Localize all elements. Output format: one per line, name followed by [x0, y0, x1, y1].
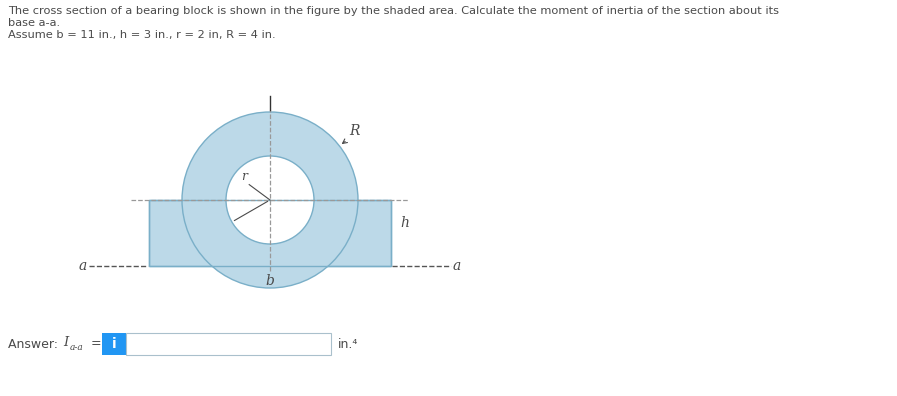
FancyBboxPatch shape — [102, 333, 126, 355]
Text: r: r — [241, 169, 248, 183]
Circle shape — [226, 156, 314, 244]
Circle shape — [182, 112, 358, 288]
Text: a: a — [453, 259, 461, 273]
FancyBboxPatch shape — [126, 333, 331, 355]
Bar — [149, 200, 391, 266]
Text: a-a: a-a — [70, 343, 83, 352]
Text: The cross section of a bearing block is shown in the figure by the shaded area. : The cross section of a bearing block is … — [8, 6, 779, 16]
Text: Assume b = 11 in., h = 3 in., r = 2 in, R = 4 in.: Assume b = 11 in., h = 3 in., r = 2 in, … — [8, 30, 275, 40]
Bar — [149, 200, 391, 266]
Text: b: b — [266, 274, 274, 288]
Text: I: I — [63, 337, 68, 350]
Text: in.⁴: in.⁴ — [338, 337, 359, 350]
Text: a: a — [79, 259, 87, 273]
Text: R: R — [349, 124, 360, 138]
Text: Answer:: Answer: — [8, 337, 62, 350]
Text: h: h — [400, 216, 409, 230]
Text: base a-a.: base a-a. — [8, 18, 60, 28]
Text: =: = — [91, 337, 101, 350]
Text: i: i — [112, 337, 117, 351]
